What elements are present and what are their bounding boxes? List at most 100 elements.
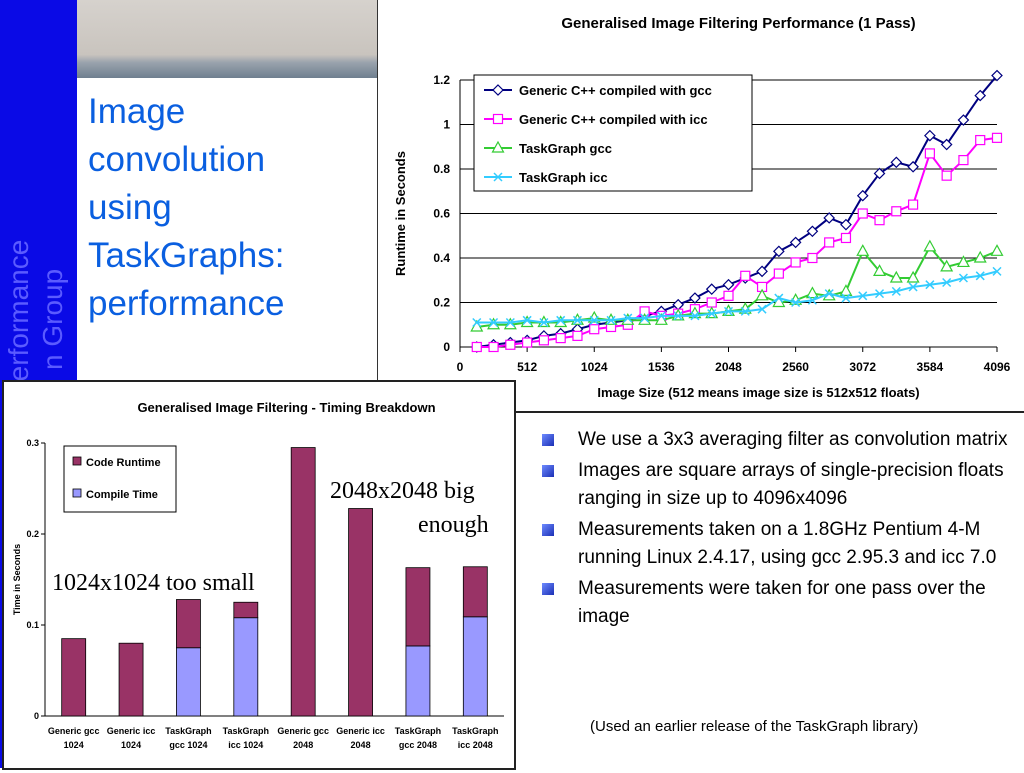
data-point — [757, 304, 767, 314]
data-point — [824, 237, 835, 248]
data-point — [805, 286, 819, 299]
x-tick-label: 1024 — [581, 360, 608, 374]
x-tick-label: 4096 — [984, 360, 1011, 374]
sub-note: (Used an earlier release of the TaskGrap… — [590, 718, 919, 735]
data-point — [673, 311, 683, 321]
data-point — [492, 113, 504, 125]
x-tick-label: 1024 — [64, 740, 84, 750]
data-point — [756, 265, 768, 278]
x-tick-label: icc 1024 — [228, 740, 263, 750]
data-point — [493, 172, 503, 182]
bar-segment — [462, 566, 488, 618]
data-point — [942, 277, 952, 288]
x-tick-label: 2560 — [782, 360, 809, 374]
bar-segment — [405, 567, 431, 647]
data-point — [891, 286, 901, 296]
bullet-text: Images are square arrays of single-preci… — [578, 460, 1004, 509]
data-point — [589, 324, 600, 335]
data-point — [975, 271, 985, 281]
data-point — [806, 225, 819, 238]
data-point — [973, 250, 987, 263]
y-tick-label: 0.3 — [26, 438, 39, 448]
data-point — [956, 255, 970, 268]
y-tick-label: 1.2 — [433, 73, 450, 87]
divider-horizontal — [377, 411, 1024, 413]
data-point — [906, 270, 920, 283]
y-tick-label: 0.1 — [26, 620, 39, 630]
data-point — [840, 218, 852, 231]
data-point — [773, 268, 784, 279]
data-point — [723, 290, 734, 301]
slide-title-line2: convolution — [88, 140, 266, 179]
slide-title-line5: performance — [88, 284, 285, 323]
data-point — [707, 309, 717, 319]
y-axis-label: Time in Seconds — [12, 544, 22, 615]
data-point — [990, 244, 1004, 256]
timing-breakdown-panel: Generalised Image Filtering - Timing Bre… — [2, 380, 516, 770]
legend-swatch — [72, 456, 82, 466]
legend-label: Compile Time — [86, 489, 158, 501]
data-point — [958, 273, 968, 283]
series-4 — [472, 266, 1002, 328]
data-point — [589, 315, 599, 325]
data-point — [740, 306, 750, 316]
legend-label: Code Runtime — [86, 457, 161, 469]
data-point — [873, 264, 887, 276]
data-point — [824, 289, 834, 299]
y-tick-label: 0 — [34, 711, 39, 721]
bullet-item: Images are square arrays of single-preci… — [540, 457, 1010, 513]
x-tick-label: 1536 — [648, 360, 675, 374]
data-point — [975, 134, 986, 146]
legend-label: TaskGraph gcc — [519, 141, 612, 156]
note-big-enough-line1: 2048x2048 big — [330, 478, 475, 504]
data-point — [856, 189, 869, 202]
header-photo — [77, 0, 377, 78]
x-tick-label: TaskGraph — [395, 726, 441, 736]
data-point — [723, 306, 734, 316]
bar-segment — [462, 616, 488, 717]
bullet-text: Measurements were taken for one pass ove… — [578, 578, 986, 627]
x-tick-label: 1024 — [121, 740, 141, 750]
data-point — [790, 257, 801, 268]
data-point — [807, 252, 818, 264]
bullet-item: Measurements were taken for one pass ove… — [540, 575, 1010, 631]
data-point — [488, 341, 499, 353]
data-point — [689, 292, 701, 304]
data-point — [492, 84, 504, 96]
x-tick-label: Generic gcc — [48, 726, 100, 736]
data-point — [823, 212, 836, 224]
data-point — [722, 278, 735, 291]
bar-segment — [233, 601, 259, 619]
data-point — [924, 129, 936, 142]
sidebar-label-line1: Performance — [3, 239, 34, 400]
data-point — [472, 317, 482, 328]
data-point — [891, 206, 902, 217]
slide-title-line4: TaskGraphs: — [88, 236, 285, 275]
data-point — [572, 315, 582, 325]
data-point — [538, 335, 550, 346]
data-point — [522, 315, 532, 325]
y-tick-label: 0.8 — [433, 162, 450, 176]
x-tick-label: Generic icc — [107, 726, 156, 736]
x-tick-label: icc 2048 — [458, 740, 493, 750]
data-point — [907, 160, 919, 173]
bar-segment — [290, 447, 316, 717]
data-point — [791, 297, 801, 308]
x-tick-label: Generic gcc — [277, 726, 329, 736]
x-tick-label: 0 — [457, 360, 464, 374]
legend-label: Generic C++ compiled with icc — [519, 112, 708, 127]
x-tick-label: TaskGraph — [165, 726, 211, 736]
bullet-item: We use a 3x3 averaging filter as convolu… — [540, 426, 1010, 454]
data-point — [841, 293, 851, 303]
data-point — [925, 280, 935, 290]
data-point — [856, 244, 870, 256]
data-point — [539, 317, 549, 328]
sidebar-label-line2: n Group — [37, 268, 68, 370]
data-point — [991, 132, 1003, 143]
x-tick-label: TaskGraph — [452, 726, 498, 736]
data-point — [858, 291, 868, 301]
y-tick-label: 0 — [443, 340, 450, 354]
data-point — [555, 333, 566, 344]
data-point — [640, 313, 650, 323]
data-point — [923, 239, 937, 252]
